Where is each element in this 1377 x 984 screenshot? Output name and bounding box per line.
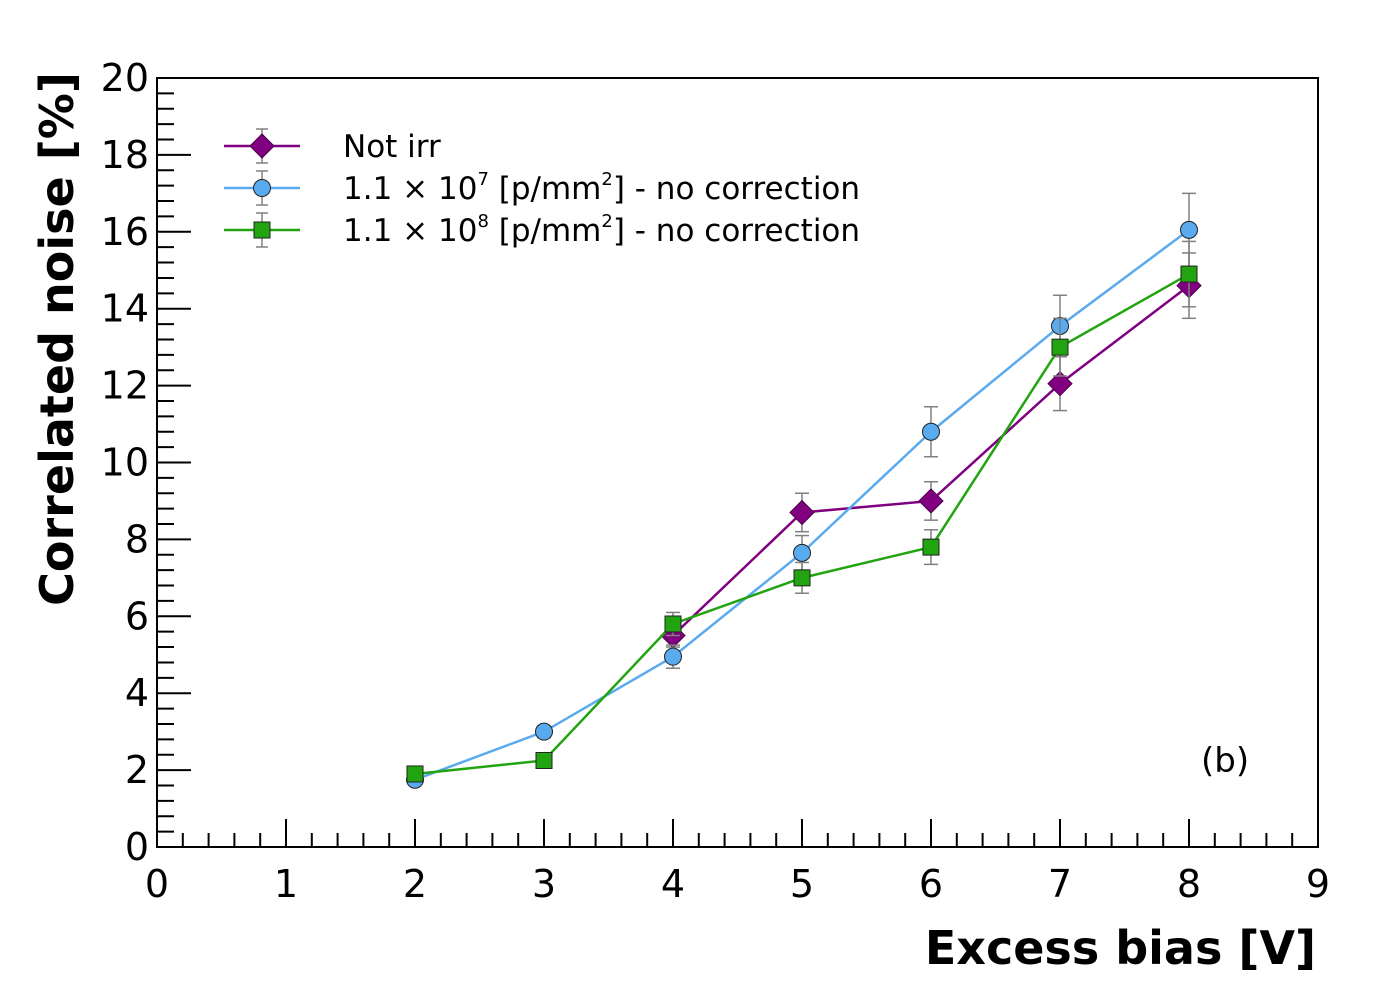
data-point (789, 499, 815, 526)
legend-label: Not irr (343, 129, 441, 165)
y-tick-label: 2 (125, 748, 149, 792)
legend: Not irr 1.1 × 107 [p/mm2] - no correction… (224, 128, 860, 249)
y-tick-label: 8 (125, 517, 149, 561)
y-tick-label: 14 (101, 287, 149, 331)
data-point (1180, 220, 1198, 239)
x-tick-label: 0 (145, 862, 169, 906)
x-tick-label: 9 (1306, 862, 1330, 906)
series-1 (406, 192, 1198, 789)
x-tick-label: 3 (532, 862, 556, 906)
x-tick-label: 6 (919, 862, 943, 906)
data-point (922, 538, 940, 556)
x-tick-label: 1 (274, 862, 298, 906)
x-tick-label: 4 (661, 862, 685, 906)
data-point (1051, 338, 1069, 356)
data-point (922, 422, 940, 441)
data-point (535, 722, 553, 741)
legend-marker (253, 221, 271, 239)
x-tick-label: 2 (403, 862, 427, 906)
y-tick-label: 12 (101, 364, 149, 408)
y-axis-title: Correlated noise [%] (30, 72, 84, 606)
data-point (664, 647, 682, 666)
series-line (672, 284, 1190, 637)
legend-label: 1.1 × 108 [p/mm2] - no correction (343, 211, 860, 249)
legend-label: 1.1 × 107 [p/mm2] - no correction (343, 169, 860, 207)
data-point (793, 543, 811, 562)
y-tick-label: 20 (101, 56, 149, 100)
series-2 (406, 240, 1198, 783)
legend-marker (253, 179, 271, 197)
data-point (406, 765, 424, 783)
legend-marker (249, 133, 275, 159)
y-tick-label: 18 (101, 133, 149, 177)
data-point (793, 569, 811, 587)
y-tick-label: 10 (101, 441, 149, 485)
y-tick-label: 6 (125, 594, 149, 638)
data-point (1047, 370, 1073, 397)
x-tick-label: 5 (790, 862, 814, 906)
panel-annotation: (b) (1201, 741, 1249, 781)
x-tick-label: 7 (1048, 862, 1072, 906)
y-tick-label: 0 (125, 825, 149, 869)
y-axis-title-group: Correlated noise [%] (30, 72, 84, 606)
x-axis-title: Excess bias [V] (925, 921, 1316, 975)
data-point (1180, 265, 1198, 283)
data-point (664, 615, 682, 633)
data-point (535, 751, 553, 769)
y-tick-label: 16 (101, 210, 149, 254)
data-point (918, 488, 944, 514)
x-tick-label: 8 (1177, 862, 1201, 906)
y-tick-label: 4 (125, 671, 149, 715)
